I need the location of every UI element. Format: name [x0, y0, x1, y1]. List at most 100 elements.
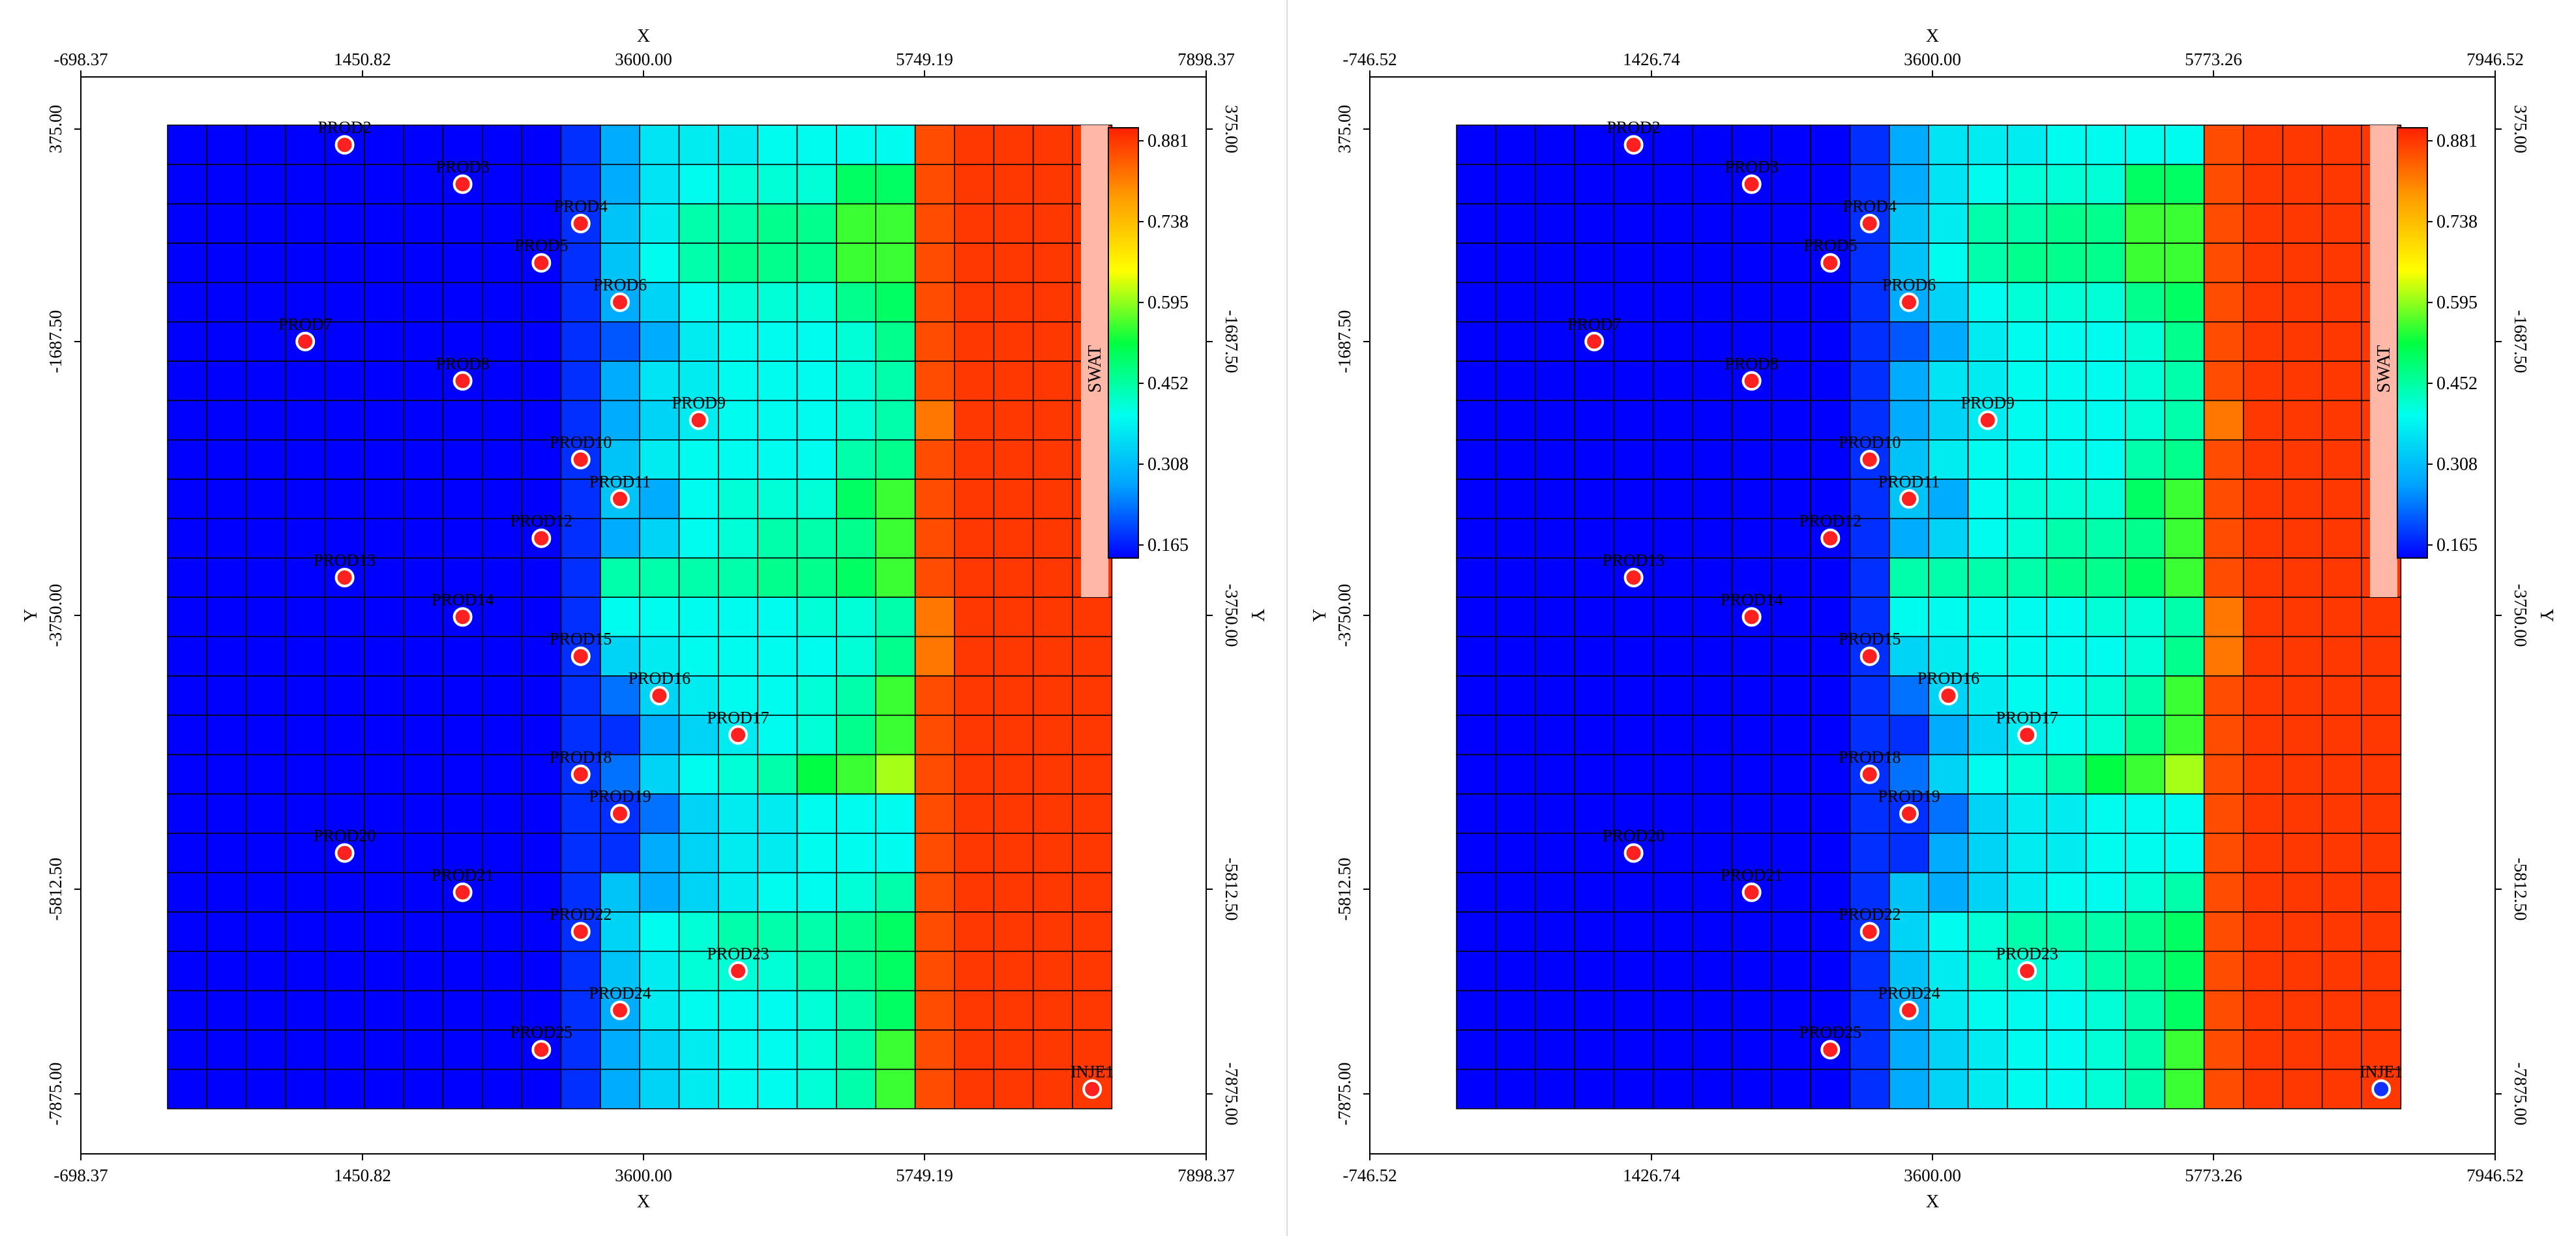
grid-cell[interactable]	[1613, 478, 1654, 520]
grid-cell[interactable]	[757, 203, 798, 244]
grid-cell[interactable]	[363, 636, 404, 677]
grid-cell[interactable]	[2282, 282, 2323, 323]
grid-cell[interactable]	[1495, 518, 1536, 559]
grid-cell[interactable]	[993, 321, 1034, 362]
grid-cell[interactable]	[639, 754, 680, 795]
grid-cell[interactable]	[796, 557, 837, 598]
grid-cell[interactable]	[2321, 990, 2362, 1031]
grid-cell[interactable]	[796, 164, 837, 205]
grid-cell[interactable]	[363, 478, 404, 520]
grid-cell[interactable]	[1032, 1029, 1073, 1070]
grid-cell[interactable]	[914, 203, 955, 244]
grid-cell[interactable]	[600, 1029, 640, 1070]
grid-cell[interactable]	[678, 872, 719, 913]
grid-cell[interactable]	[2243, 243, 2284, 284]
grid-cell[interactable]	[2125, 754, 2166, 795]
grid-cell[interactable]	[1574, 400, 1615, 441]
grid-cell[interactable]	[796, 1068, 837, 1110]
grid-cell[interactable]	[1613, 636, 1654, 677]
grid-cell[interactable]	[914, 400, 955, 441]
plot-panel-left[interactable]: SWAT 0.881 0.738 0.595 0.452 0.308 0.165 -698.3…	[0, 0, 1288, 1236]
grid-cell[interactable]	[1652, 990, 1693, 1031]
grid-cell[interactable]	[1456, 360, 1497, 402]
producer-well[interactable]: PROD14	[432, 590, 494, 627]
grid-cell[interactable]	[1613, 990, 1654, 1031]
grid-cell[interactable]	[678, 714, 719, 756]
producer-well[interactable]: PROD24	[589, 984, 651, 1020]
grid-cell[interactable]	[836, 872, 877, 913]
grid-cell[interactable]	[167, 125, 208, 166]
grid-cell[interactable]	[403, 990, 444, 1031]
grid-cell[interactable]	[2125, 675, 2166, 716]
grid-cell[interactable]	[206, 478, 247, 520]
grid-cell[interactable]	[2282, 793, 2323, 834]
grid-cell[interactable]	[1652, 596, 1693, 638]
grid-cell[interactable]	[1032, 754, 1073, 795]
grid-cell[interactable]	[1495, 243, 1536, 284]
grid-cell[interactable]	[1849, 1068, 1890, 1110]
well-marker[interactable]	[1938, 686, 1959, 706]
well-marker[interactable]	[334, 568, 355, 587]
grid-cell[interactable]	[206, 1068, 247, 1110]
grid-cell[interactable]	[1928, 557, 1969, 598]
grid-cell[interactable]	[600, 832, 640, 874]
grid-cell[interactable]	[324, 754, 365, 795]
grid-cell[interactable]	[1574, 793, 1615, 834]
grid-cell[interactable]	[1495, 754, 1536, 795]
grid-cell[interactable]	[442, 439, 483, 480]
grid-cell[interactable]	[1032, 243, 1073, 284]
grid-cell[interactable]	[954, 793, 995, 834]
grid-cell[interactable]	[206, 439, 247, 480]
grid-cell[interactable]	[718, 400, 759, 441]
grid-cell[interactable]	[2046, 911, 2087, 952]
grid-cell[interactable]	[1810, 282, 1851, 323]
grid-cell[interactable]	[796, 1029, 837, 1070]
grid-cell[interactable]	[954, 872, 995, 913]
grid-cell[interactable]	[1770, 793, 1811, 834]
well-marker[interactable]	[1741, 371, 1762, 391]
grid-cell[interactable]	[836, 832, 877, 874]
grid-cell[interactable]	[521, 675, 562, 716]
grid-cell[interactable]	[1731, 518, 1772, 559]
producer-well[interactable]: PROD2	[318, 118, 372, 155]
grid-cell[interactable]	[1967, 832, 2008, 874]
producer-well[interactable]: PROD20	[1603, 827, 1665, 863]
well-marker[interactable]	[610, 489, 630, 509]
grid-cell[interactable]	[875, 439, 916, 480]
grid-cell[interactable]	[2203, 714, 2244, 756]
grid-cell[interactable]	[1652, 439, 1693, 480]
producer-well[interactable]: PROD7	[278, 315, 332, 351]
grid-cell[interactable]	[1574, 1029, 1615, 1070]
grid-cell[interactable]	[1849, 1029, 1890, 1070]
grid-cell[interactable]	[363, 950, 404, 992]
grid-cell[interactable]	[521, 714, 562, 756]
grid-cell[interactable]	[481, 596, 522, 638]
grid-cell[interactable]	[2007, 400, 2048, 441]
grid-cell[interactable]	[2046, 990, 2087, 1031]
grid-cell[interactable]	[245, 243, 286, 284]
grid-cell[interactable]	[2085, 321, 2126, 362]
grid-cell[interactable]	[1613, 1068, 1654, 1110]
grid-cell[interactable]	[2125, 636, 2166, 677]
grid-cell[interactable]	[954, 164, 995, 205]
grid-cell[interactable]	[757, 636, 798, 677]
producer-well[interactable]: PROD16	[1917, 669, 1979, 706]
grid-cell[interactable]	[1534, 478, 1575, 520]
grid-cell[interactable]	[2243, 832, 2284, 874]
grid-cell[interactable]	[1574, 1068, 1615, 1110]
grid-cell[interactable]	[2203, 518, 2244, 559]
grid-cell[interactable]	[914, 636, 955, 677]
grid-cell[interactable]	[560, 321, 601, 362]
grid-cell[interactable]	[1534, 754, 1575, 795]
grid-cell[interactable]	[245, 911, 286, 952]
grid-cell[interactable]	[1652, 1029, 1693, 1070]
grid-cell[interactable]	[993, 596, 1034, 638]
grid-cell[interactable]	[1456, 596, 1497, 638]
grid-cell[interactable]	[285, 911, 326, 952]
grid-cell[interactable]	[875, 518, 916, 559]
grid-cell[interactable]	[1574, 990, 1615, 1031]
grid-cell[interactable]	[1810, 478, 1851, 520]
grid-cell[interactable]	[1770, 557, 1811, 598]
grid-cell[interactable]	[1072, 714, 1113, 756]
grid-cell[interactable]	[324, 636, 365, 677]
